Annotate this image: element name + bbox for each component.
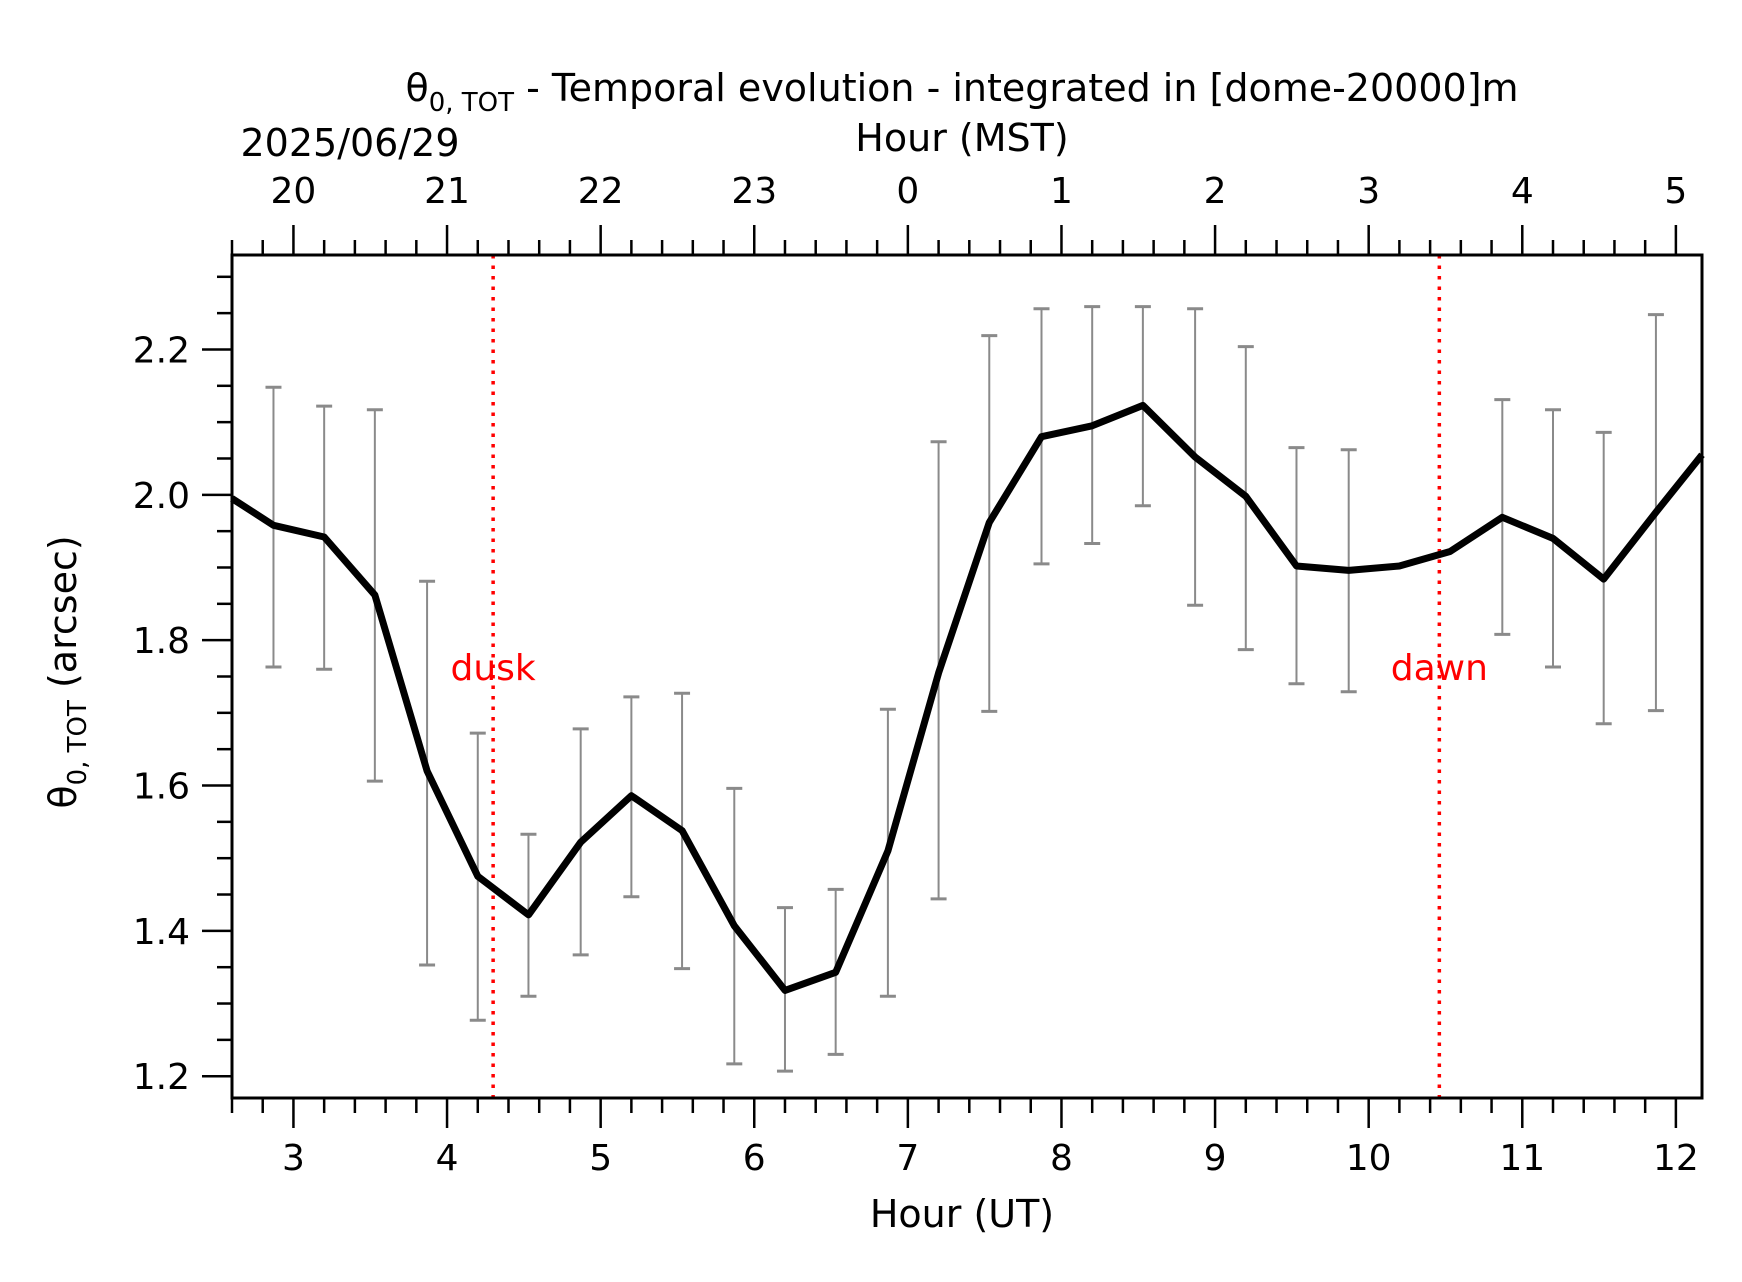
x2-tick-label: 23 xyxy=(731,171,777,212)
y-tick-label: 1.6 xyxy=(133,767,190,808)
chart-title-subscript: 0, TOT xyxy=(429,88,514,118)
y-axis-title-subscript: 0, TOT xyxy=(63,700,93,785)
chart-title-rest: - Temporal evolution - integrated in [do… xyxy=(514,66,1519,110)
x2-tick-label: 0 xyxy=(896,171,919,212)
x-tick-label: 3 xyxy=(282,1138,305,1179)
x-tick-label: 12 xyxy=(1653,1138,1699,1179)
x-axis-title: Hour (UT) xyxy=(870,1192,1054,1236)
x2-tick-label: 1 xyxy=(1050,171,1073,212)
x2-tick-label: 22 xyxy=(578,171,624,212)
x-tick-label: 9 xyxy=(1204,1138,1227,1179)
y-axis-title: θ0, TOT (arcsec) xyxy=(41,535,93,808)
x2-tick-label: 2 xyxy=(1204,171,1227,212)
y-tick-label: 1.8 xyxy=(133,621,190,662)
x2-tick-label: 21 xyxy=(424,171,470,212)
plot-area-frame xyxy=(230,253,1704,1100)
data-series xyxy=(230,401,1705,994)
chart-title-main: θ xyxy=(405,66,428,110)
x2-axis-title: Hour (MST) xyxy=(855,116,1068,160)
x-tick-label: 8 xyxy=(1050,1138,1073,1179)
y-tick-label: 1.2 xyxy=(133,1057,190,1098)
y-axis-title-rest: (arcsec) xyxy=(41,535,85,700)
x2-tick-label: 4 xyxy=(1511,171,1534,212)
x-tick-label: 7 xyxy=(896,1138,919,1179)
x-tick-label: 10 xyxy=(1346,1138,1392,1179)
dusk-label: dusk xyxy=(450,648,535,689)
date-label: 2025/06/29 xyxy=(240,121,459,165)
x2-tick-label: 3 xyxy=(1357,171,1380,212)
theta0-series-line xyxy=(230,401,1705,994)
x-tick-label: 11 xyxy=(1499,1138,1545,1179)
y-axis-title-main: θ xyxy=(41,785,85,808)
dawn-label: dawn xyxy=(1391,648,1488,689)
reference-lines: dusk dawn xyxy=(450,255,1488,1098)
y-tick-label: 2.2 xyxy=(133,330,190,371)
x-tick-label: 5 xyxy=(589,1138,612,1179)
y-tick-label: 1.4 xyxy=(133,912,190,953)
y-tick-label: 2.0 xyxy=(133,476,190,517)
x-tick-label: 4 xyxy=(436,1138,459,1179)
chart-title: θ0, TOT - Temporal evolution - integrate… xyxy=(405,66,1518,118)
x2-tick-label: 20 xyxy=(271,171,317,212)
x2-tick-label: 5 xyxy=(1664,171,1687,212)
x-tick-label: 6 xyxy=(743,1138,766,1179)
